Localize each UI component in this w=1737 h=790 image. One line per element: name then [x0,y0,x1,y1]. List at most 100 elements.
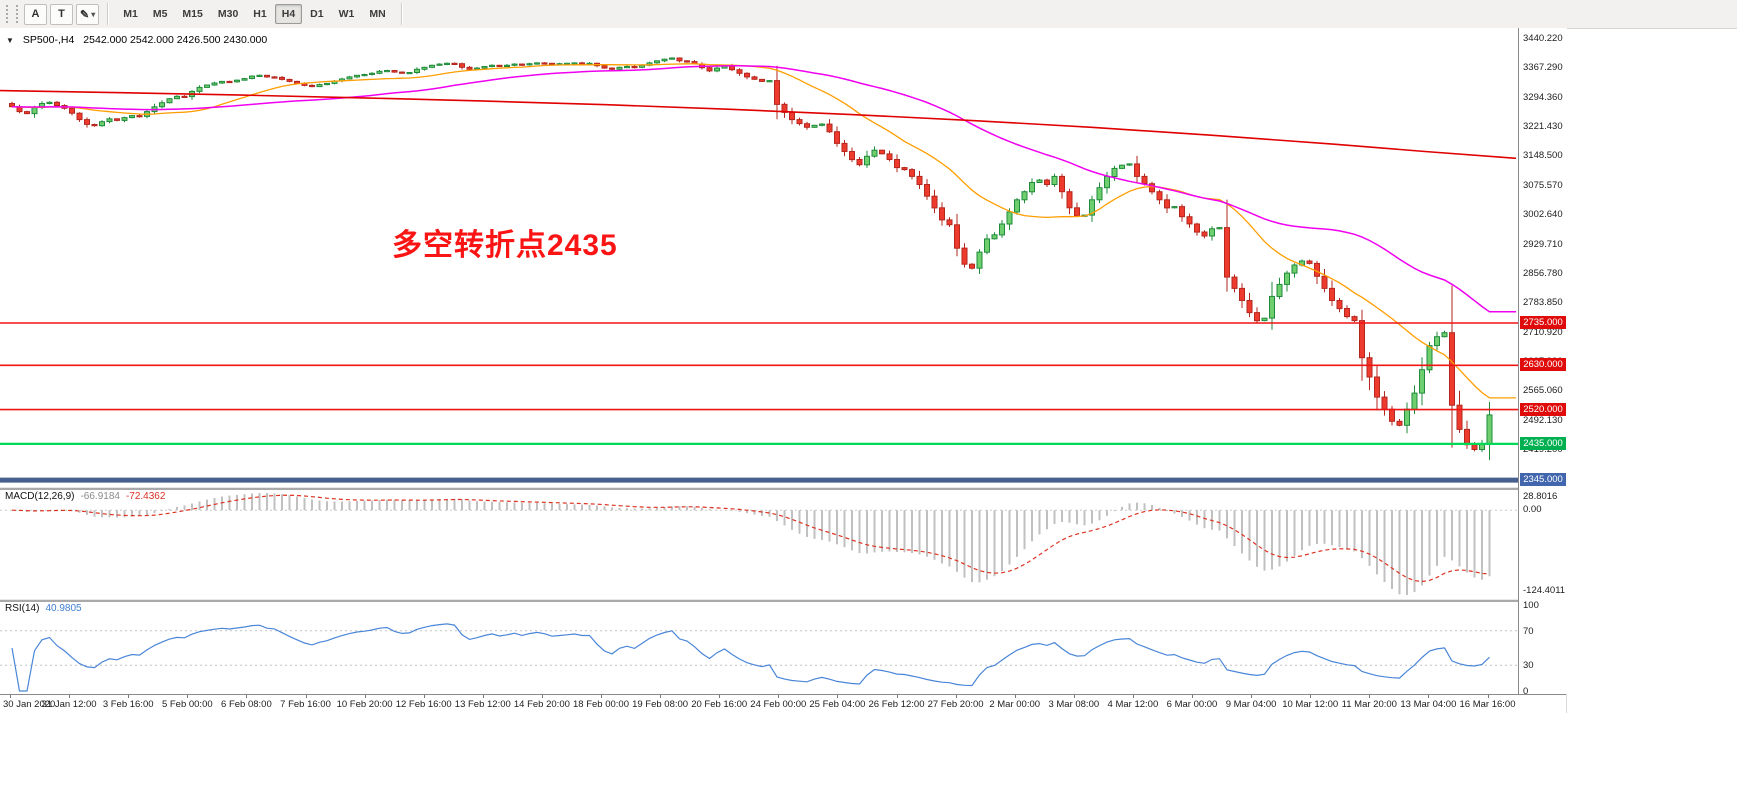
price-axis-label: 3221.430 [1523,121,1563,133]
price-axis-label: 2492.130 [1523,414,1563,426]
panel-splitter[interactable] [0,599,1566,602]
macd-axis-zero: 0.00 [1523,504,1542,516]
time-axis: 30 Jan 2020 31 Jan 12:00 3 Feb 16:00 5 Feb … [0,694,1566,713]
time-axis-tick [1487,695,1489,698]
chart-ohlc-values: 2542.000 2542.000 2426.500 2430.000 [83,34,268,46]
time-axis-label: 6 Mar 00:00 [1166,699,1218,710]
time-axis-label: 13 Mar 04:00 [1400,699,1457,710]
rsi-label: RSI(14) 40.9805 [5,603,82,614]
main-chart-plot[interactable] [0,29,1518,487]
rsi-chart[interactable] [0,601,1518,694]
timeframe-button-h1[interactable]: H1 [246,4,273,24]
macd-panel[interactable] [0,489,1518,599]
rsi-axis-label: 70 [1523,625,1534,637]
rsi-axis-label: 100 [1523,600,1539,611]
time-axis-tick [719,695,721,698]
time-axis-tick [10,695,11,698]
chart-annotation-text: 多空转折点2435 [392,229,618,262]
chart-symbol-period: SP500-,H4 [22,34,75,46]
time-axis-tick [1014,695,1016,698]
price-axis-label: 2710.920 [1523,326,1563,338]
time-axis-tick [364,695,366,698]
price-level-badge: 2630.000 [1520,358,1566,372]
time-axis-label: 18 Feb 00:00 [573,699,629,710]
macd-axis-min: -124.4011 [1523,585,1566,596]
price-axis-label: 3075.570 [1523,179,1563,191]
time-axis-tick [896,695,898,698]
price-axis-label: 2929.710 [1523,238,1563,250]
price-axis-label: 3148.500 [1523,150,1563,162]
time-axis-label: 10 Feb 20:00 [336,699,393,710]
time-axis-label: 12 Feb 16:00 [395,699,452,710]
time-axis-label: 25 Feb 04:00 [809,699,866,710]
time-axis-label: 26 Feb 12:00 [868,699,925,710]
time-axis-label: 27 Feb 20:00 [927,699,984,710]
time-axis-label: 19 Feb 08:00 [632,699,689,710]
time-axis-label: 24 Feb 00:00 [750,699,807,710]
time-axis-label: 30 Jan 2020 [3,699,56,710]
macd-axis-max: 28.8016 [1523,491,1558,502]
time-axis-tick [601,695,602,698]
timeframe-button-d1[interactable]: D1 [303,4,330,24]
text-tool-button[interactable]: T [50,3,73,25]
toolbar-separator [400,3,402,25]
price-axis-label: 3294.360 [1523,91,1563,103]
time-axis-tick [1251,695,1253,698]
price-axis: 3440.220 3367.290 3294.360 3221.430 3148.500… [1518,28,1567,697]
timeframe-button-m1[interactable]: M1 [116,4,145,24]
time-axis-tick [1073,695,1075,698]
toolbar-drag-handle[interactable] [6,5,18,23]
time-axis-tick [1192,695,1193,698]
time-axis-label: 5 Feb 00:00 [161,699,213,710]
time-axis-label: 10 Mar 12:00 [1282,699,1339,710]
macd-signal-value: -72.4362 [125,491,166,502]
time-axis-tick [423,695,425,698]
macd-main-value: -66.9184 [80,491,120,502]
rsi-value: 40.9805 [45,603,82,614]
time-axis-label: 6 Feb 08:00 [221,699,272,710]
macd-indicator-name: MACD(12,26,9) [5,491,75,502]
panel-splitter[interactable] [0,487,1566,490]
macd-label: MACD(12,26,9) -66.9184 -72.4362 [5,491,165,502]
time-axis-label: 3 Feb 16:00 [102,699,154,710]
time-axis-tick [837,695,839,698]
time-axis-label: 9 Mar 04:00 [1225,699,1277,710]
timeframe-button-m30[interactable]: M30 [211,4,245,24]
time-axis-tick [305,695,307,698]
draw-tool-dropdown[interactable]: ✎ ▾ [76,3,100,25]
time-axis-tick [660,695,662,698]
rsi-panel[interactable] [0,601,1518,694]
candlestick-chart[interactable] [0,29,1518,487]
timeframe-group: M1 M5 M15 M30 H1 H4 D1 W1 MN [116,4,392,24]
toolbar-separator [107,3,109,25]
timeframe-button-mn[interactable]: MN [362,4,392,24]
font-tool-button[interactable]: A [24,3,47,25]
time-axis-label: 20 Feb 16:00 [691,699,748,710]
time-axis-tick [1369,695,1371,698]
timeframe-button-w1[interactable]: W1 [332,4,362,24]
time-axis-label: 11 Mar 20:00 [1341,699,1397,710]
time-axis-tick [541,695,543,698]
time-axis-label: 14 Feb 20:00 [513,699,570,710]
price-axis-label: 2856.780 [1523,267,1563,279]
time-axis-tick [246,695,248,698]
time-axis-tick [778,695,780,698]
timeframe-button-m5[interactable]: M5 [146,4,175,24]
price-axis-label: 3002.640 [1523,209,1563,221]
price-level-badge: 2520.000 [1520,402,1566,416]
timeframe-button-h4[interactable]: H4 [274,4,303,24]
time-axis-tick [1428,695,1430,698]
time-axis-tick [1132,695,1134,698]
chart-menu-icon[interactable]: ▼ [6,35,14,45]
price-axis-label: 3367.290 [1523,62,1563,74]
timeframe-button-m15[interactable]: M15 [175,4,209,24]
macd-chart[interactable] [0,489,1518,599]
rsi-axis-label: 0 [1523,686,1529,697]
time-axis-label: 31 Jan 12:00 [41,699,97,710]
rsi-indicator-name: RSI(14) [5,603,40,614]
time-axis-label: 4 Mar 12:00 [1107,699,1159,710]
time-axis-label: 2 Mar 00:00 [989,699,1041,710]
time-axis-label: 16 Mar 16:00 [1459,699,1516,710]
price-axis-label: 2565.060 [1523,385,1563,397]
